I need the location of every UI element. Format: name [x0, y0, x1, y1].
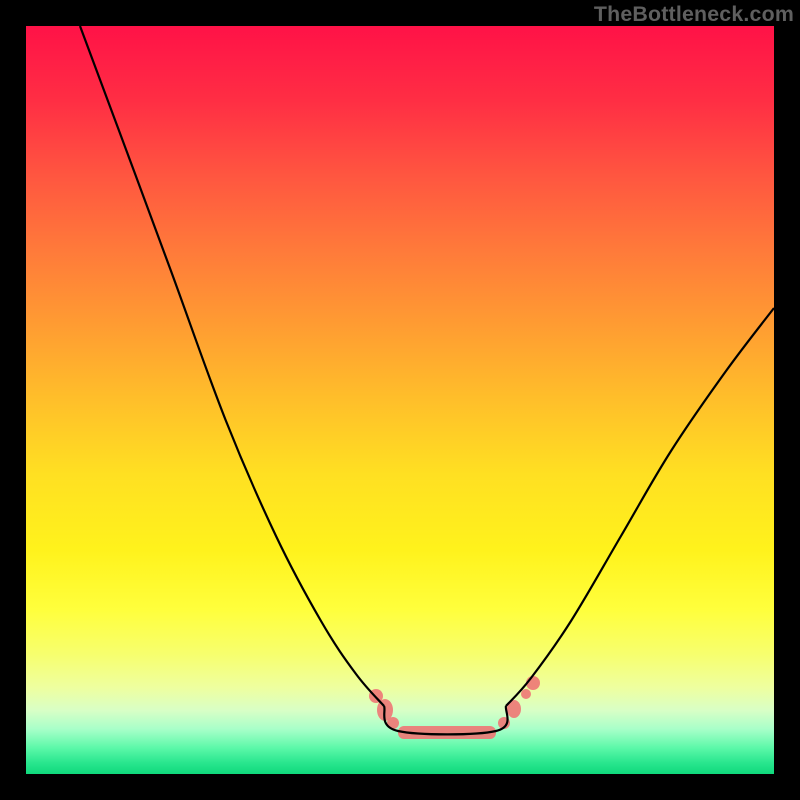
- watermark-text: TheBottleneck.com: [594, 2, 794, 27]
- left-curve: [80, 26, 384, 706]
- right-curve: [506, 308, 774, 706]
- plot-area: [26, 26, 774, 774]
- outer-frame: TheBottleneck.com: [0, 0, 800, 800]
- v-curve-overlay: [26, 26, 774, 774]
